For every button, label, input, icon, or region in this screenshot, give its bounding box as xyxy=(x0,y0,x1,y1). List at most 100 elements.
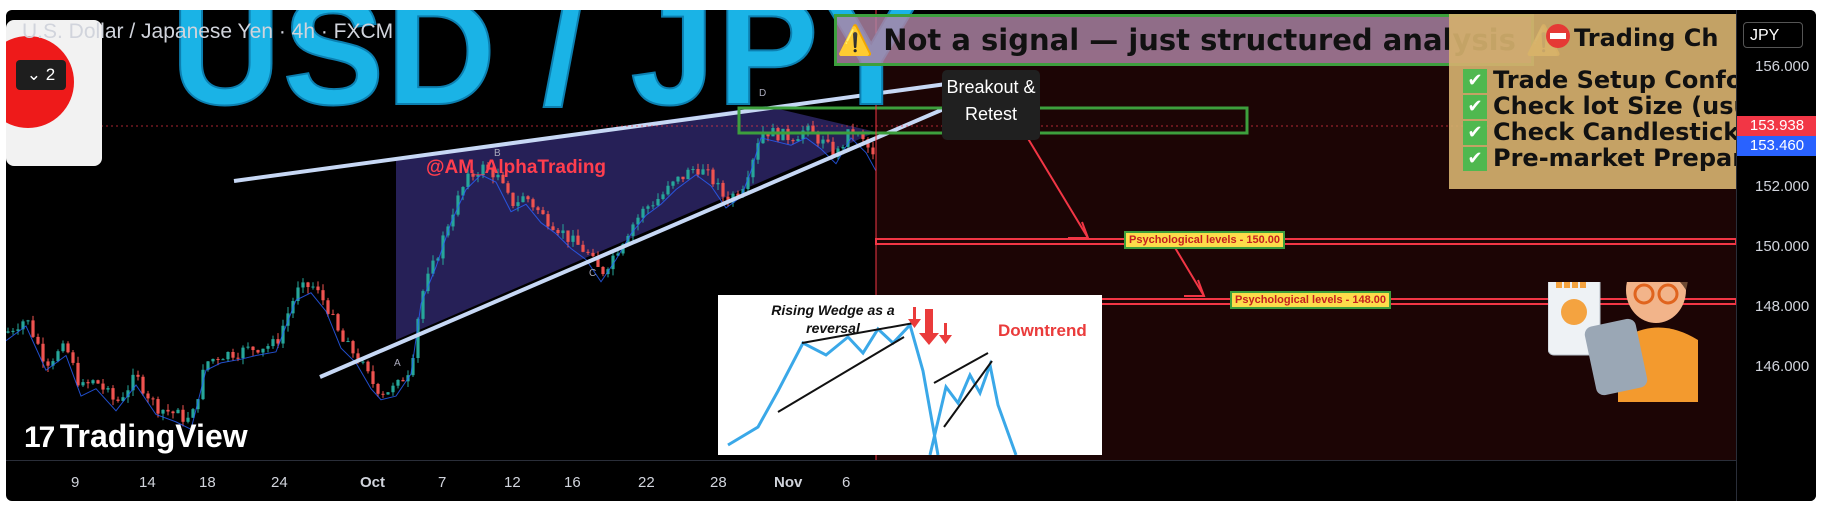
candle-body xyxy=(466,173,470,188)
candle-body xyxy=(161,409,165,414)
big-pair-title: USD / JPY xyxy=(170,10,924,137)
candle-body xyxy=(646,206,650,209)
candle-body xyxy=(526,196,530,200)
candle-body xyxy=(171,411,175,414)
moving-average-line xyxy=(6,137,877,430)
candle-body xyxy=(371,371,375,384)
candle-body xyxy=(66,343,70,353)
candle-body xyxy=(121,397,125,401)
candle-body xyxy=(201,369,205,400)
projection-arrow-1-head xyxy=(1068,221,1090,239)
candle-body xyxy=(196,399,200,410)
author-handle: @AM_AlphaTrading xyxy=(426,157,607,178)
candle-body xyxy=(566,230,570,242)
candle-body xyxy=(666,185,670,195)
candle-body xyxy=(301,282,305,288)
candle-body xyxy=(356,353,360,362)
candle-body xyxy=(216,358,220,360)
time-tick: Oct xyxy=(360,474,386,491)
candle-body xyxy=(706,169,710,171)
projection-arrow-2-head xyxy=(1184,279,1206,297)
pattern-label-b: B xyxy=(494,148,501,159)
candle-body xyxy=(506,183,510,193)
candle-body xyxy=(801,130,805,140)
candle-body xyxy=(366,361,370,372)
currency-unit-button[interactable]: JPY xyxy=(1743,22,1803,48)
candle-body xyxy=(271,339,275,347)
time-axis[interactable]: 9 14 18 24 Oct 7 12 16 22 28 Nov 6 xyxy=(6,460,1736,501)
candle-body xyxy=(656,198,660,206)
candle-body xyxy=(536,207,540,211)
candle-body xyxy=(596,256,600,267)
candle-body xyxy=(561,230,565,234)
candle-body xyxy=(81,382,85,386)
candle-body xyxy=(241,347,245,359)
time-tick: 9 xyxy=(71,474,80,491)
candle-body xyxy=(61,343,65,352)
psych-150-line xyxy=(875,238,1736,245)
candle-body xyxy=(676,176,680,182)
candle-body xyxy=(516,202,520,206)
wedge-fill xyxy=(396,106,876,340)
pattern-label-a: A xyxy=(394,358,401,369)
candle-body xyxy=(681,176,685,180)
candle-body xyxy=(331,313,335,315)
candle-body xyxy=(131,374,135,391)
candle-body xyxy=(711,169,715,185)
collapse-indicators-button[interactable]: ⌄ 2 xyxy=(16,60,66,90)
disclaimer-banner: ⚠️ Not a signal — just structured analys… xyxy=(834,14,1562,66)
candle-body xyxy=(31,320,35,337)
candle-body xyxy=(26,320,30,322)
price-axis[interactable]: JPY 156.000 152.000 150.000 148.000 146.… xyxy=(1736,10,1816,501)
candle-body xyxy=(236,357,240,359)
candle-body xyxy=(71,352,75,363)
candle-body xyxy=(46,361,50,366)
price-tick: 146.000 xyxy=(1755,358,1810,375)
candle-body xyxy=(461,187,465,196)
candle-body xyxy=(321,290,325,301)
chart-frame: B D A C USD / JPY U.S. Dollar / Japanese… xyxy=(6,10,1816,501)
projection-arrow-1 xyxy=(1020,126,1089,239)
candle-body xyxy=(721,182,725,197)
candle-body xyxy=(256,350,260,353)
time-tick: 16 xyxy=(564,474,581,491)
candle-body xyxy=(486,164,490,169)
breakout-retest-label: Breakout & Retest xyxy=(942,70,1040,140)
candle-body xyxy=(616,253,620,256)
symbol-title[interactable]: U.S. Dollar / Japanese Yen · 4h · FXCM xyxy=(22,20,394,43)
candle-body xyxy=(531,199,535,208)
candle-body xyxy=(761,131,765,144)
candle-body xyxy=(146,393,150,399)
candle-body xyxy=(571,235,575,242)
inset-down-arrows-icon xyxy=(908,307,952,345)
candle-body xyxy=(156,399,160,414)
checklist-item: ✔ Pre-market Prepara xyxy=(1463,144,1749,172)
candle-body xyxy=(701,169,705,175)
candle-body xyxy=(541,210,545,215)
candle-body xyxy=(796,139,800,142)
candle-body xyxy=(551,226,555,230)
candle-body xyxy=(211,358,215,362)
candle-body xyxy=(226,351,230,360)
candle-body xyxy=(336,314,340,331)
time-tick: 24 xyxy=(271,474,288,491)
candle-body xyxy=(361,361,365,363)
candle-body xyxy=(191,409,195,418)
checklist-item: ✔Trade Setup Conform xyxy=(1463,66,1749,94)
candle-body xyxy=(831,141,835,157)
price-tick: 150.000 xyxy=(1755,238,1810,255)
candle-body xyxy=(821,139,825,144)
candle-body xyxy=(56,351,60,362)
candle-body xyxy=(36,336,40,344)
candle-body xyxy=(756,143,760,160)
candle-body xyxy=(716,182,720,185)
candle-body xyxy=(381,393,385,395)
wedge-lower-line xyxy=(319,94,975,379)
candle-body xyxy=(316,286,320,291)
candle-body xyxy=(581,244,585,252)
tradingview-logo[interactable]: 17 TradingView xyxy=(24,418,248,454)
candle-body xyxy=(546,214,550,227)
candle-body xyxy=(376,383,380,394)
candle-body xyxy=(471,173,475,177)
candle-body xyxy=(611,255,615,270)
